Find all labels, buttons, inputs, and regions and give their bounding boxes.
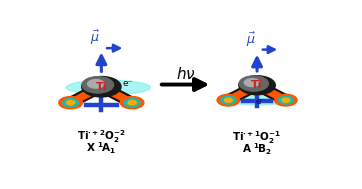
Circle shape (88, 80, 104, 88)
Text: $\mathbf{A\ ^1\!B_2}$: $\mathbf{A\ ^1\!B_2}$ (242, 142, 272, 157)
Circle shape (239, 76, 268, 91)
Ellipse shape (66, 80, 151, 95)
Circle shape (278, 96, 294, 104)
Circle shape (217, 94, 240, 106)
Text: Ti: Ti (96, 82, 107, 92)
Circle shape (244, 79, 260, 87)
Circle shape (239, 76, 275, 95)
Circle shape (275, 94, 297, 106)
Circle shape (67, 101, 75, 105)
Circle shape (224, 98, 232, 102)
Circle shape (124, 98, 140, 107)
Text: e⁻: e⁻ (122, 79, 133, 88)
Circle shape (82, 77, 114, 93)
Text: $\mathbf{X\ ^1\!A_1}$: $\mathbf{X\ ^1\!A_1}$ (87, 141, 116, 156)
Text: $\mathbf{Ti^{\cdot+2}O_2^{-2}}$: $\mathbf{Ti^{\cdot+2}O_2^{-2}}$ (77, 129, 126, 145)
Circle shape (221, 96, 236, 104)
Circle shape (128, 101, 136, 105)
Text: $\vec{\mu}$: $\vec{\mu}$ (246, 31, 256, 49)
Circle shape (282, 98, 290, 102)
Text: $\vec{\mu}$: $\vec{\mu}$ (90, 29, 100, 47)
Text: $\mathbf{Ti^{\cdot+1}O_2^{-1}}$: $\mathbf{Ti^{\cdot+1}O_2^{-1}}$ (232, 129, 282, 146)
Circle shape (63, 98, 79, 107)
Circle shape (82, 77, 121, 97)
Circle shape (59, 97, 83, 109)
Text: e⁻: e⁻ (256, 98, 266, 106)
Text: Ti: Ti (251, 80, 263, 90)
Text: $h\nu$: $h\nu$ (176, 66, 195, 82)
Circle shape (120, 97, 144, 109)
Ellipse shape (218, 92, 296, 105)
